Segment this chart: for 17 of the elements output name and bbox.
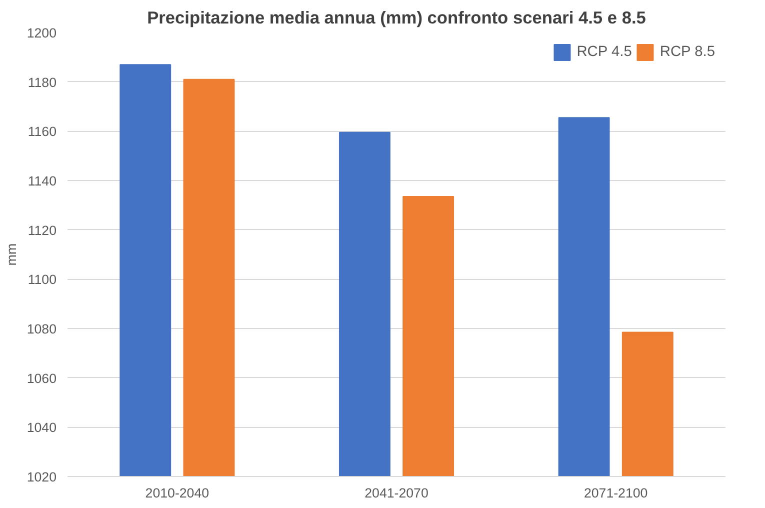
x-tick-label: 2071-2100 [584, 486, 648, 500]
y-tick-label: 1060 [26, 370, 57, 386]
y-tick-label: 1040 [26, 420, 57, 436]
y-tick-label: 1200 [26, 26, 57, 40]
y-tick-label: 1160 [28, 124, 57, 140]
y-tick-label: 1180 [28, 74, 57, 90]
x-tick-label: 2010-2040 [145, 486, 210, 500]
y-tick-label: 1080 [26, 322, 57, 336]
y-tick-label: 1140 [28, 174, 57, 188]
chart-title: Precipitazione media annua (mm) confronto scenari 4.5 e 8.5 [147, 8, 646, 28]
y-tick-label: 1120 [28, 222, 57, 238]
y-axis-title: mm [4, 243, 19, 266]
x-tick-label: 2041-2070 [364, 486, 428, 500]
y-tick-label: 1020 [26, 470, 57, 484]
legend-label: RCP 4.5 [576, 44, 632, 60]
y-tick-label: 1100 [28, 272, 57, 288]
legend-label: RCP 8.5 [660, 44, 715, 60]
